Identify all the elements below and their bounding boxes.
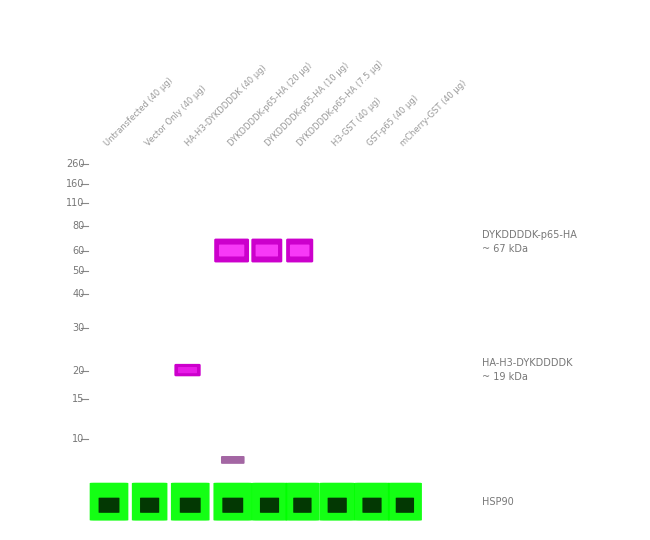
Text: HA-H3-DYKDDDDK (40 μg): HA-H3-DYKDDDDK (40 μg) — [184, 64, 268, 148]
Text: DYKDDDDK-p65-HA
~ 67 kDa: DYKDDDDK-p65-HA ~ 67 kDa — [482, 231, 577, 254]
Text: 260: 260 — [66, 159, 84, 168]
Text: 10: 10 — [72, 434, 84, 444]
FancyBboxPatch shape — [286, 239, 313, 262]
Text: H3-GST (40 μg): H3-GST (40 μg) — [331, 96, 383, 148]
FancyBboxPatch shape — [396, 498, 414, 513]
Text: DYKDDDDK-p65-HA (7.5 μg): DYKDDDDK-p65-HA (7.5 μg) — [296, 59, 385, 149]
Text: 160: 160 — [66, 179, 84, 189]
FancyBboxPatch shape — [219, 245, 244, 256]
FancyBboxPatch shape — [293, 498, 311, 513]
Text: 80: 80 — [72, 221, 84, 231]
Text: Vector Only (40 μg): Vector Only (40 μg) — [143, 84, 207, 148]
FancyBboxPatch shape — [290, 245, 309, 256]
FancyBboxPatch shape — [328, 498, 347, 513]
FancyBboxPatch shape — [180, 498, 201, 513]
FancyBboxPatch shape — [363, 498, 382, 513]
Text: HSP90: HSP90 — [482, 497, 514, 507]
FancyBboxPatch shape — [319, 483, 355, 521]
FancyBboxPatch shape — [90, 483, 128, 521]
Text: 40: 40 — [72, 289, 84, 299]
Text: GST-p65 (40 μg): GST-p65 (40 μg) — [366, 94, 420, 148]
FancyBboxPatch shape — [260, 498, 279, 513]
FancyBboxPatch shape — [221, 456, 244, 464]
FancyBboxPatch shape — [99, 498, 120, 513]
Text: 50: 50 — [72, 266, 84, 276]
FancyBboxPatch shape — [178, 367, 197, 373]
Text: DYKDDDDK-p65-HA (20 μg): DYKDDDDK-p65-HA (20 μg) — [226, 62, 313, 148]
Text: 15: 15 — [72, 394, 84, 404]
FancyBboxPatch shape — [388, 483, 422, 521]
FancyBboxPatch shape — [132, 483, 168, 521]
FancyBboxPatch shape — [354, 483, 390, 521]
Text: 110: 110 — [66, 198, 84, 208]
FancyBboxPatch shape — [213, 483, 252, 521]
FancyBboxPatch shape — [174, 364, 201, 376]
Text: 60: 60 — [72, 246, 84, 256]
FancyBboxPatch shape — [222, 498, 243, 513]
FancyBboxPatch shape — [285, 483, 319, 521]
Text: 20: 20 — [72, 366, 84, 376]
FancyBboxPatch shape — [252, 239, 282, 262]
Text: 30: 30 — [72, 322, 84, 333]
Text: mCherry-GST (40 μg): mCherry-GST (40 μg) — [398, 79, 468, 148]
Text: HA-H3-DYKDDDDK
~ 19 kDa: HA-H3-DYKDDDDK ~ 19 kDa — [482, 358, 573, 382]
FancyBboxPatch shape — [171, 483, 209, 521]
FancyBboxPatch shape — [214, 239, 249, 262]
FancyBboxPatch shape — [252, 483, 287, 521]
Text: DYKDDDDK-p65-HA (10 μg): DYKDDDDK-p65-HA (10 μg) — [263, 62, 350, 148]
FancyBboxPatch shape — [255, 245, 278, 256]
Text: Untransfected (40 μg): Untransfected (40 μg) — [103, 77, 175, 148]
FancyBboxPatch shape — [140, 498, 159, 513]
